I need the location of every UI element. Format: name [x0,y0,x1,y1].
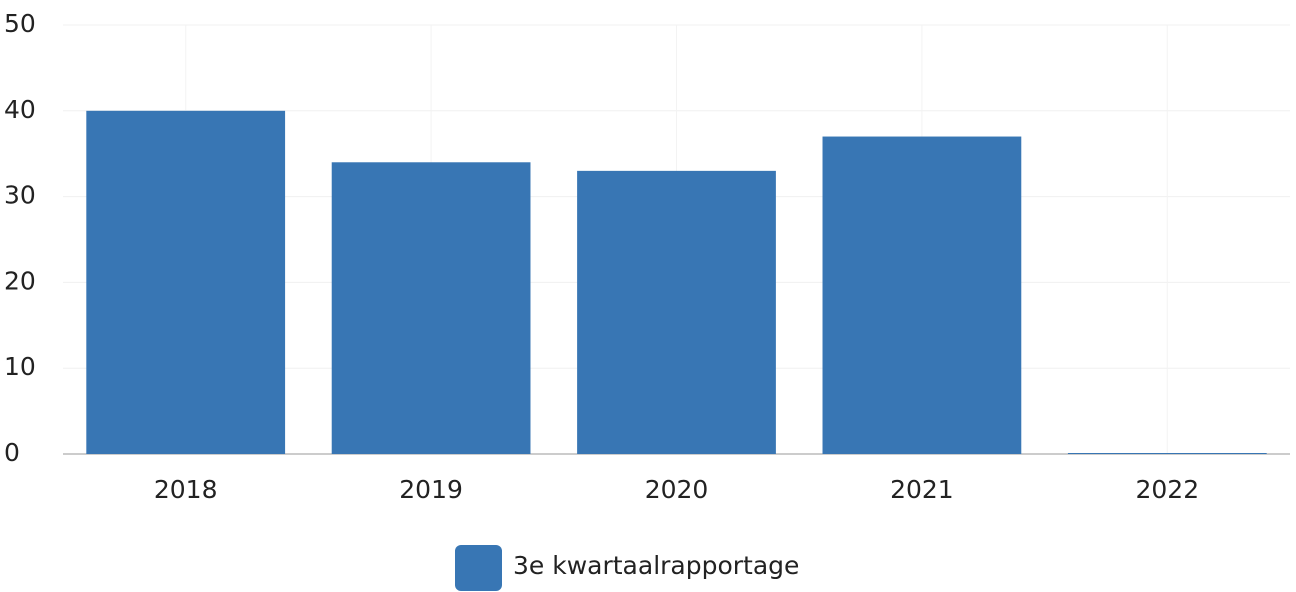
legend-swatch [455,545,502,591]
x-tick-label: 2018 [154,475,218,504]
y-tick-label: 10 [4,352,36,381]
y-tick-label: 40 [4,95,36,124]
x-tick-label: 2021 [890,475,954,504]
x-tick-label: 2019 [399,475,463,504]
y-tick-label: 0 [4,438,20,467]
bar [577,170,776,455]
y-tick-label: 30 [4,181,36,210]
y-tick-label: 50 [4,9,36,38]
bar [822,136,1022,455]
y-tick-label: 20 [4,266,36,295]
bar [86,110,286,455]
bar [331,162,531,454]
bar [1067,453,1267,454]
x-tick-label: 2022 [1135,475,1199,504]
legend-label: 3e kwartaalrapportage [513,551,799,580]
x-tick-label: 2020 [645,475,709,504]
